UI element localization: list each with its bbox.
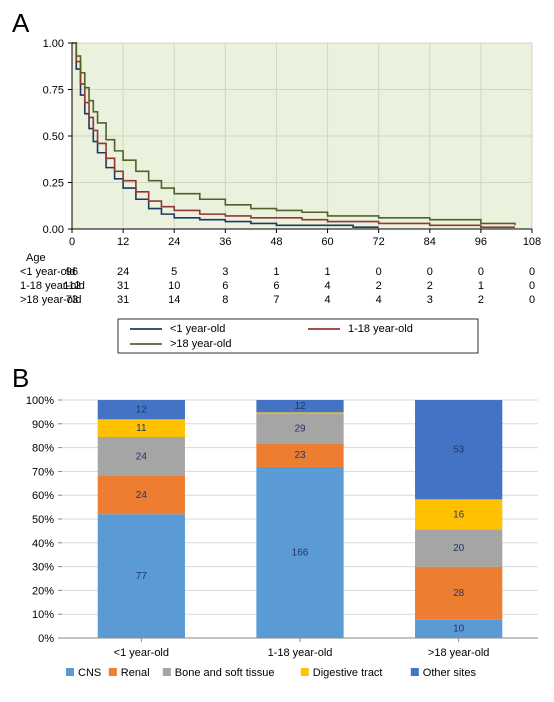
svg-text:96: 96 xyxy=(66,266,78,278)
svg-text:CNS: CNS xyxy=(78,667,101,679)
svg-text:0: 0 xyxy=(529,294,535,306)
svg-text:3: 3 xyxy=(427,294,433,306)
svg-text:48: 48 xyxy=(270,236,282,248)
svg-text:1.00: 1.00 xyxy=(43,39,64,50)
svg-text:2: 2 xyxy=(478,294,484,306)
svg-text:29: 29 xyxy=(294,423,306,434)
svg-text:80%: 80% xyxy=(32,443,54,455)
svg-text:166: 166 xyxy=(292,547,309,558)
svg-text:12: 12 xyxy=(117,236,129,248)
svg-text:1-18 year-old: 1-18 year-old xyxy=(268,647,333,659)
svg-text:24: 24 xyxy=(136,490,148,501)
svg-text:1: 1 xyxy=(273,266,279,278)
svg-text:112: 112 xyxy=(63,280,81,292)
svg-text:<1 year-old: <1 year-old xyxy=(170,323,225,335)
svg-text:14: 14 xyxy=(168,294,180,306)
svg-text:0: 0 xyxy=(376,266,382,278)
panel-b-svg: 0% 10% 20% 30% 40% 50% 60% 70% 80% 90% 100% 77 24 24 1… xyxy=(8,394,546,694)
svg-text:4: 4 xyxy=(324,280,330,292)
svg-text:0: 0 xyxy=(478,266,484,278)
svg-text:24: 24 xyxy=(117,266,129,278)
svg-text:90%: 90% xyxy=(32,419,54,431)
svg-text:0.00: 0.00 xyxy=(43,224,64,236)
svg-text:20%: 20% xyxy=(32,585,54,597)
svg-text:84: 84 xyxy=(424,236,436,248)
svg-text:0.25: 0.25 xyxy=(43,178,64,190)
panel-a-label: A xyxy=(12,8,546,39)
svg-text:24: 24 xyxy=(168,236,180,248)
svg-text:0: 0 xyxy=(529,266,535,278)
svg-text:0: 0 xyxy=(69,236,75,248)
svg-text:2: 2 xyxy=(376,280,382,292)
svg-text:77: 77 xyxy=(136,571,148,582)
svg-text:Digestive tract: Digestive tract xyxy=(313,667,383,679)
svg-text:3: 3 xyxy=(222,266,228,278)
svg-text:40%: 40% xyxy=(32,538,54,550)
svg-text:6: 6 xyxy=(273,280,279,292)
svg-text:20: 20 xyxy=(453,543,465,554)
svg-text:0.50: 0.50 xyxy=(43,131,64,143)
svg-text:23: 23 xyxy=(294,450,306,461)
svg-text:0.75: 0.75 xyxy=(43,85,64,97)
svg-text:36: 36 xyxy=(219,236,231,248)
svg-text:30%: 30% xyxy=(32,562,54,574)
svg-text:<1 year-old: <1 year-old xyxy=(114,647,169,659)
svg-text:60: 60 xyxy=(321,236,333,248)
svg-text:1: 1 xyxy=(324,266,330,278)
svg-text:28: 28 xyxy=(453,588,465,599)
svg-text:60%: 60% xyxy=(32,490,54,502)
svg-text:5: 5 xyxy=(171,266,177,278)
svg-text:4: 4 xyxy=(324,294,330,306)
svg-text:24: 24 xyxy=(136,451,148,462)
svg-text:Bone and soft tissue: Bone and soft tissue xyxy=(175,667,275,679)
svg-text:0: 0 xyxy=(529,280,535,292)
svg-text:Age: Age xyxy=(26,252,46,264)
svg-text:>18 year-old: >18 year-old xyxy=(170,338,231,350)
svg-text:10%: 10% xyxy=(32,609,54,621)
svg-text:10: 10 xyxy=(453,624,465,635)
svg-text:7: 7 xyxy=(273,294,279,306)
svg-text:6: 6 xyxy=(222,280,228,292)
svg-text:12: 12 xyxy=(136,405,148,416)
svg-text:73: 73 xyxy=(66,294,78,306)
svg-text:0: 0 xyxy=(427,266,433,278)
svg-text:2: 2 xyxy=(427,280,433,292)
svg-text:100%: 100% xyxy=(26,395,54,407)
svg-text:10: 10 xyxy=(168,280,180,292)
svg-text:16: 16 xyxy=(453,509,465,520)
svg-text:Renal: Renal xyxy=(121,667,150,679)
svg-text:108: 108 xyxy=(523,236,541,248)
svg-text:72: 72 xyxy=(373,236,385,248)
svg-text:1-18 year-old: 1-18 year-old xyxy=(348,323,413,335)
svg-text:11: 11 xyxy=(136,423,147,434)
svg-text:96: 96 xyxy=(475,236,487,248)
panel-a-svg: 0.000.250.500.751.0001224364860728496108… xyxy=(8,39,546,359)
panel-a: A 0.000.250.500.751.00012243648607284961… xyxy=(8,8,546,359)
svg-text:Other sites: Other sites xyxy=(423,667,477,679)
svg-text:53: 53 xyxy=(453,445,465,456)
svg-text:31: 31 xyxy=(117,294,129,306)
svg-text:70%: 70% xyxy=(32,466,54,478)
svg-text:0%: 0% xyxy=(38,633,54,645)
panel-b-label: B xyxy=(12,363,546,394)
svg-text:4: 4 xyxy=(376,294,382,306)
svg-text:8: 8 xyxy=(222,294,228,306)
svg-text:31: 31 xyxy=(117,280,129,292)
panel-b: B 0% 10% 20% 30% 40% 50% 60% 70% 80% 90% 100% 77 24 2… xyxy=(8,363,546,694)
svg-text:12: 12 xyxy=(294,401,306,412)
svg-text:>18 year-old: >18 year-old xyxy=(428,647,489,659)
svg-text:1: 1 xyxy=(478,280,484,292)
svg-text:50%: 50% xyxy=(32,514,54,526)
